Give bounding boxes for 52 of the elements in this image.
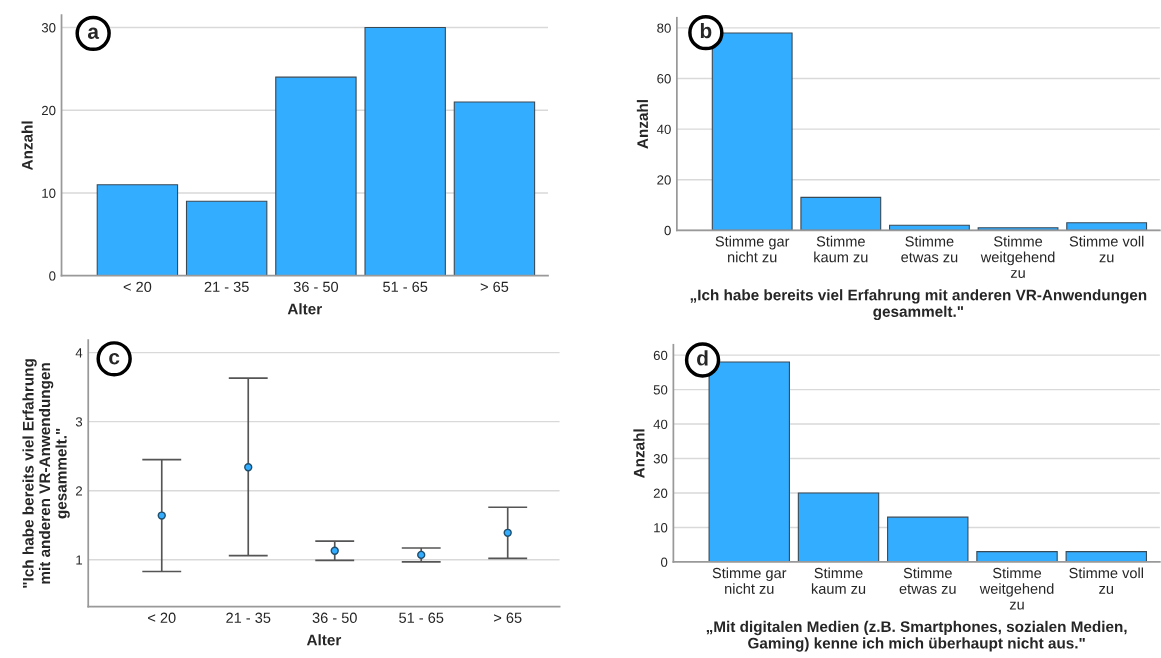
x-tick-label: Stimme voll zu [1069, 567, 1143, 594]
y-tick-label: 1 [76, 555, 83, 565]
x-tick-label: 51 - 65 [383, 281, 428, 292]
y-tick-label: 20 [657, 175, 671, 185]
annotation: d [697, 350, 708, 366]
x-tick-label: Stimme weitgehend zu [979, 567, 1054, 610]
y-tick-label: 10 [654, 523, 668, 533]
x-axis-title: „Ich habe bereits viel Erfahrung mit anderen VR-Anwendungen gesammelt." [690, 289, 1147, 321]
x-tick-label: Stimme voll zu [1069, 235, 1144, 263]
x-tick-label: 21 - 35 [226, 612, 271, 623]
y-tick-label: 2 [76, 486, 83, 496]
x-tick-label: < 20 [123, 281, 152, 292]
x-tick-label: Stimme etwas zu [901, 235, 958, 263]
annotation: c [109, 353, 120, 365]
x-tick-label: Stimme kaum zu [811, 567, 866, 594]
x-axis-title: Alter [287, 303, 322, 315]
y-tick-label: 4 [75, 348, 83, 358]
x-tick-label: 51 - 65 [399, 612, 444, 623]
y-axis-title: Anzahl [633, 429, 645, 479]
y-tick-label: 0 [49, 271, 56, 281]
x-tick-label: Stimme weitgehend zu [980, 235, 1055, 278]
x-axis-title: Alter [306, 634, 342, 646]
x-axis-title: „Mit digitalen Medien (z.B. Smartphones, sozialen Medien, Gaming) kenne ich mich überhaupt nicht aus." [706, 620, 1127, 652]
x-tick-label: > 65 [480, 281, 509, 292]
y-tick-label: 3 [75, 417, 83, 427]
y-tick-label: 30 [41, 23, 56, 33]
y-tick-label: 0 [664, 225, 671, 236]
x-tick-label: < 20 [148, 612, 176, 623]
x-tick-label: > 65 [494, 612, 522, 623]
y-axis-title: "Ich habe bereits viel Erfahrung mit anderen VR-Anwendungen gesammelt." [22, 359, 70, 588]
y-tick-label: 50 [653, 385, 668, 395]
x-tick-label: Stimme etwas zu [899, 567, 956, 594]
x-tick-label: Stimme kaum zu [814, 235, 868, 263]
y-tick-label: 20 [653, 488, 668, 498]
y-tick-label: 0 [661, 557, 668, 567]
y-tick-label: 60 [653, 350, 668, 361]
y-tick-label: 60 [657, 74, 671, 84]
y-axis-title: Anzahl [636, 100, 649, 149]
x-tick-label: 21 - 35 [204, 281, 249, 292]
annotation: a [87, 27, 100, 39]
x-tick-label: Stimme gar nicht zu [712, 567, 787, 594]
y-axis-title: Anzahl [21, 121, 33, 171]
y-tick-label: 80 [657, 23, 671, 33]
y-tick-label: 40 [656, 124, 671, 134]
y-tick-label: 40 [653, 419, 668, 429]
x-tick-label: 36 - 50 [312, 612, 357, 623]
annotation: b [700, 22, 712, 39]
x-tick-label: 36 - 50 [293, 281, 339, 292]
y-tick-label: 20 [41, 105, 56, 116]
x-tick-label: Stimme gar nicht zu [715, 235, 790, 263]
y-tick-label: 30 [653, 454, 668, 464]
y-tick-label: 10 [42, 188, 56, 198]
